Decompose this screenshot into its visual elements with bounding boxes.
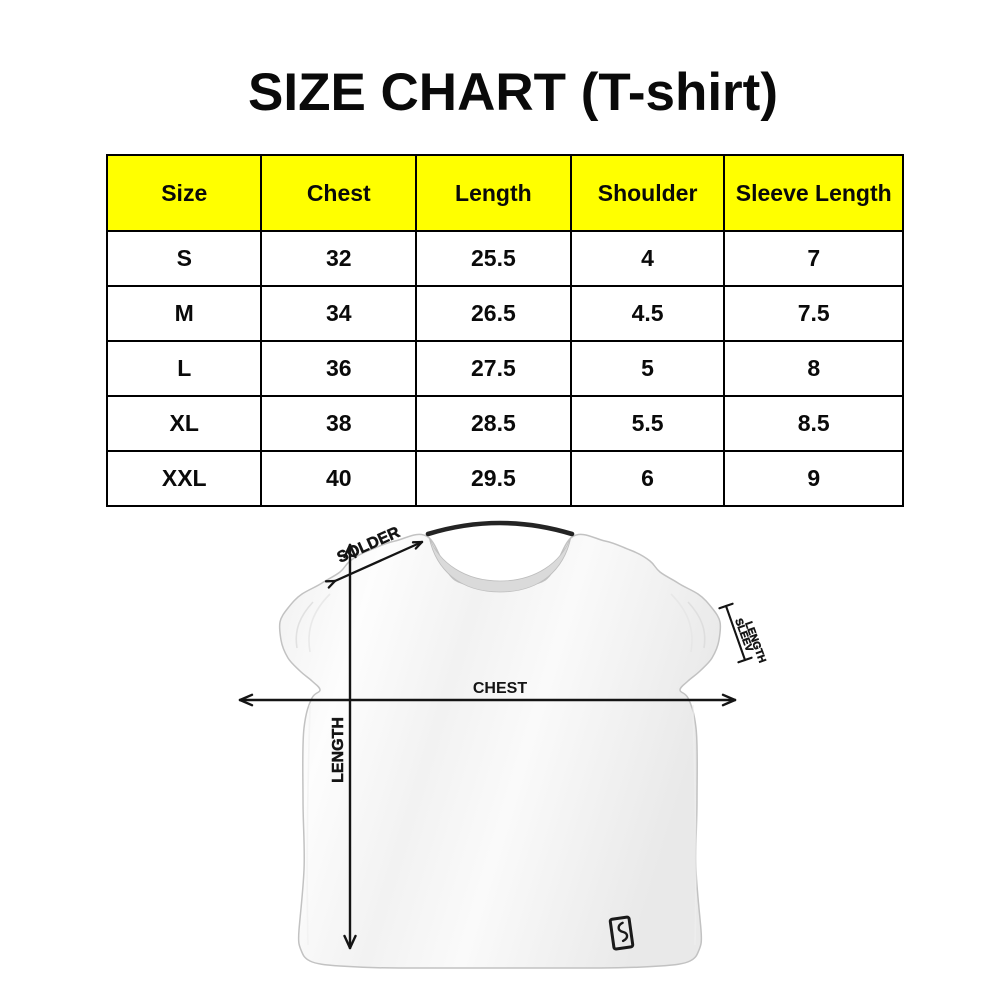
svg-text:LENGTH: LENGTH (330, 717, 347, 783)
svg-text:CHEST: CHEST (473, 680, 527, 697)
